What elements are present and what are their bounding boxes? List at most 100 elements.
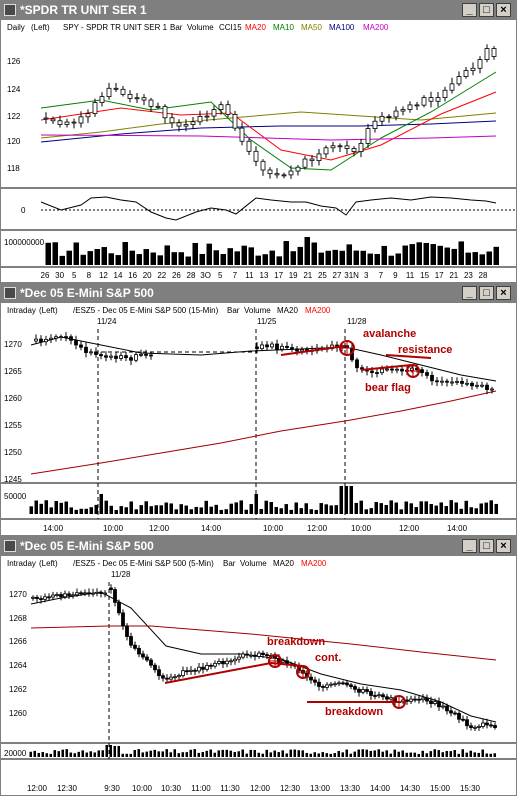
info-axis: (Left) <box>39 306 58 315</box>
volume-bar <box>489 500 493 514</box>
candle <box>47 593 51 601</box>
date-label: 11 <box>406 271 415 280</box>
volume-bar <box>301 750 304 757</box>
date-label: 12 <box>99 271 108 280</box>
volume-bar <box>117 746 120 757</box>
volume-bar <box>97 750 100 757</box>
candle <box>103 590 107 598</box>
ma100-line <box>40 120 497 143</box>
window-titlebar[interactable]: *Dec 05 E-Mini S&P 500 _ □ × <box>1 537 516 556</box>
info-period: Daily <box>7 23 25 32</box>
volume-bar <box>41 751 44 757</box>
volume-bar <box>49 507 53 514</box>
candle <box>435 377 439 387</box>
minimize-button[interactable]: _ <box>462 3 477 17</box>
time-label: 12:00 <box>149 524 170 533</box>
candle <box>155 102 161 109</box>
window-titlebar[interactable]: *SPDR TR UNIT SER 1 _ □ × <box>1 1 516 20</box>
volume-bar <box>101 247 107 265</box>
info-bar: Bar <box>223 559 236 568</box>
es-15min-chart[interactable]: Intraday (Left) /ESZ5 - Dec 05 E-Mini S&… <box>1 303 516 535</box>
time-label: 13:00 <box>310 784 331 793</box>
volume-bar <box>361 749 364 757</box>
candle <box>114 352 118 363</box>
volume-bar <box>261 753 264 757</box>
candle <box>129 355 133 366</box>
chart-window-icon[interactable] <box>4 287 16 299</box>
volume-bar <box>125 753 128 757</box>
volume-bar <box>54 501 58 514</box>
volume-bar <box>349 753 352 757</box>
volume-bar <box>124 507 128 514</box>
chart-window-icon[interactable] <box>4 4 16 16</box>
volume-bar <box>365 749 368 757</box>
candle <box>461 715 465 722</box>
price-tick: 1266 <box>9 637 27 646</box>
volume-bar <box>430 244 436 265</box>
candle <box>83 589 87 596</box>
date-label: 22 <box>157 271 166 280</box>
candle <box>355 357 359 373</box>
candle <box>145 654 149 663</box>
chart-window-icon[interactable] <box>4 540 16 552</box>
volume-bar <box>381 245 387 265</box>
volume-bar <box>57 751 60 757</box>
volume-bar <box>204 500 208 514</box>
candle <box>190 116 196 130</box>
time-label: 10:30 <box>161 784 182 793</box>
candle <box>39 595 43 604</box>
volume-bar <box>34 500 38 514</box>
minimize-button[interactable]: _ <box>462 286 477 300</box>
candle <box>71 118 77 129</box>
time-label: 15:30 <box>460 784 481 793</box>
ma10-line <box>40 71 497 171</box>
candle <box>94 347 98 358</box>
maximize-button[interactable]: □ <box>479 286 494 300</box>
time-label: 15:00 <box>430 784 451 793</box>
volume-bar <box>317 753 320 757</box>
spy-daily-chart[interactable]: Daily (Left) SPY - SPDR TR UNIT SER 1 Ba… <box>1 20 516 282</box>
price-tick: 1264 <box>9 661 27 670</box>
spy-daily-window: *SPDR TR UNIT SER 1 _ □ × Daily (Left) S… <box>0 0 517 283</box>
volume-bar <box>469 507 473 514</box>
volume-bar <box>154 505 158 514</box>
volume-bar <box>234 251 240 265</box>
candle <box>333 681 337 687</box>
maximize-button[interactable]: □ <box>479 3 494 17</box>
candle <box>337 143 343 153</box>
volume-bar <box>45 753 48 757</box>
volume-bar <box>44 500 48 514</box>
volume-bar <box>254 494 258 514</box>
close-button[interactable]: × <box>496 286 511 300</box>
volume-bar <box>53 750 56 757</box>
candle <box>456 71 462 87</box>
date-label: 27 <box>333 271 342 280</box>
maximize-button[interactable]: □ <box>479 539 494 553</box>
volume-bar <box>64 501 68 514</box>
candle <box>491 46 497 60</box>
volume-bar <box>449 500 453 514</box>
candle <box>117 599 121 616</box>
volume-bar <box>234 502 238 514</box>
time-label: 12:00 <box>250 784 271 793</box>
volume-bar <box>141 752 144 757</box>
close-button[interactable]: × <box>496 539 511 553</box>
volume-bar <box>169 752 172 757</box>
info-bar: Bar <box>227 306 240 315</box>
es-5min-chart[interactable]: Intraday (Left) /ESZ5 - Dec 05 E-Mini S&… <box>1 556 516 795</box>
close-button[interactable]: × <box>496 3 511 17</box>
minimize-button[interactable]: _ <box>462 539 477 553</box>
candle <box>290 343 294 352</box>
candle <box>349 682 353 690</box>
volume-bar <box>219 509 223 514</box>
candle <box>64 118 70 128</box>
volume-bar <box>181 752 184 757</box>
candle <box>51 591 55 600</box>
volume-bar <box>209 506 213 514</box>
time-label: 11:30 <box>220 784 240 793</box>
candle <box>63 590 67 599</box>
candle <box>205 662 209 672</box>
window-titlebar[interactable]: *Dec 05 E-Mini S&P 500 _ □ × <box>1 284 516 303</box>
candle <box>69 334 73 345</box>
candle <box>265 340 269 351</box>
